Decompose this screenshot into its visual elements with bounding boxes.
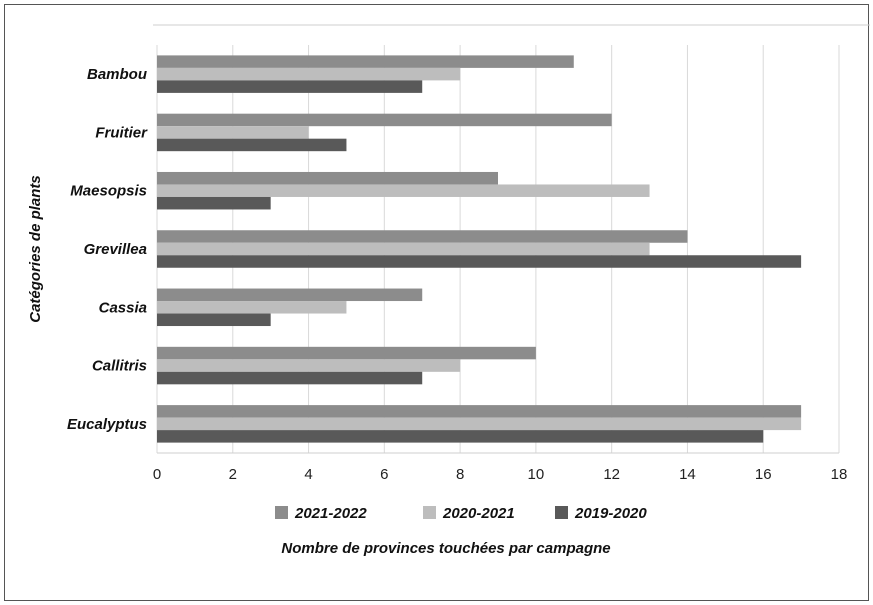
category-label: Eucalyptus xyxy=(67,416,147,433)
bar-cassia-2020-2021 xyxy=(157,301,347,314)
x-tick-labels: 0 2 4 6 8 10 12 14 16 18 xyxy=(153,466,848,483)
y-axis-title: Catégories de plants xyxy=(27,175,44,323)
bars-group xyxy=(157,55,802,443)
bar-eucalyptus-2020-2021 xyxy=(157,417,802,431)
bar-maesopsis-2019-2020 xyxy=(157,196,271,210)
legend-label: 2019-2020 xyxy=(574,505,647,522)
category-labels: Bambou Fruitier Maesopsis Grevillea Cassia Ca… xyxy=(67,66,148,433)
x-tick-label: 0 xyxy=(153,466,161,483)
bar-maesopsis-2020-2021 xyxy=(157,184,650,197)
x-tick-label: 2 xyxy=(229,466,237,483)
legend-swatch-2019-2020 xyxy=(555,506,568,519)
bar-grevillea-2019-2020 xyxy=(157,255,802,268)
x-tick-label: 4 xyxy=(304,466,312,483)
legend-label: 2020-2021 xyxy=(442,505,515,522)
legend-label: 2021-2022 xyxy=(294,505,367,522)
bar-fruitier-2020-2021 xyxy=(157,126,309,139)
x-tick-label: 10 xyxy=(528,466,545,483)
bar-fruitier-2019-2020 xyxy=(157,138,347,152)
bar-grevillea-2020-2021 xyxy=(157,242,650,256)
x-tick-label: 6 xyxy=(380,466,388,483)
category-label: Cassia xyxy=(99,299,147,316)
x-tick-label: 12 xyxy=(603,466,620,483)
bar-callitris-2020-2021 xyxy=(157,359,461,372)
legend-swatch-2021-2022 xyxy=(275,506,288,519)
bar-chart: Bambou Fruitier Maesopsis Grevillea Cassia Ca… xyxy=(27,24,870,557)
bar-eucalyptus-2019-2020 xyxy=(157,430,764,443)
bar-bambou-2019-2020 xyxy=(157,80,423,93)
chart-frame: Bambou Fruitier Maesopsis Grevillea Cassia Ca… xyxy=(4,4,870,601)
bar-cassia-2019-2020 xyxy=(157,313,271,327)
legend-swatch-2020-2021 xyxy=(423,506,436,519)
x-tick-label: 18 xyxy=(831,466,848,483)
x-tick-label: 8 xyxy=(456,466,464,483)
x-tick-label: 16 xyxy=(755,466,772,483)
category-label: Bambou xyxy=(87,66,147,83)
x-tick-label: 14 xyxy=(679,466,696,483)
bar-cassia-2021-2022 xyxy=(157,288,423,302)
bar-callitris-2019-2020 xyxy=(157,371,423,385)
category-label: Grevillea xyxy=(84,241,147,258)
legend: 2021-2022 2020-2021 2019-2020 xyxy=(275,505,647,522)
bar-bambou-2021-2022 xyxy=(157,55,574,68)
category-label: Maesopsis xyxy=(70,183,147,200)
category-label: Fruitier xyxy=(95,124,148,141)
bar-callitris-2021-2022 xyxy=(157,346,536,360)
bar-maesopsis-2021-2022 xyxy=(157,171,498,185)
bar-fruitier-2021-2022 xyxy=(157,113,612,127)
bar-bambou-2020-2021 xyxy=(157,67,461,81)
x-axis-title: Nombre de provinces touchées par campagn… xyxy=(281,540,610,557)
bar-grevillea-2021-2022 xyxy=(157,230,688,243)
category-label: Callitris xyxy=(92,358,147,375)
bar-eucalyptus-2021-2022 xyxy=(157,405,802,418)
